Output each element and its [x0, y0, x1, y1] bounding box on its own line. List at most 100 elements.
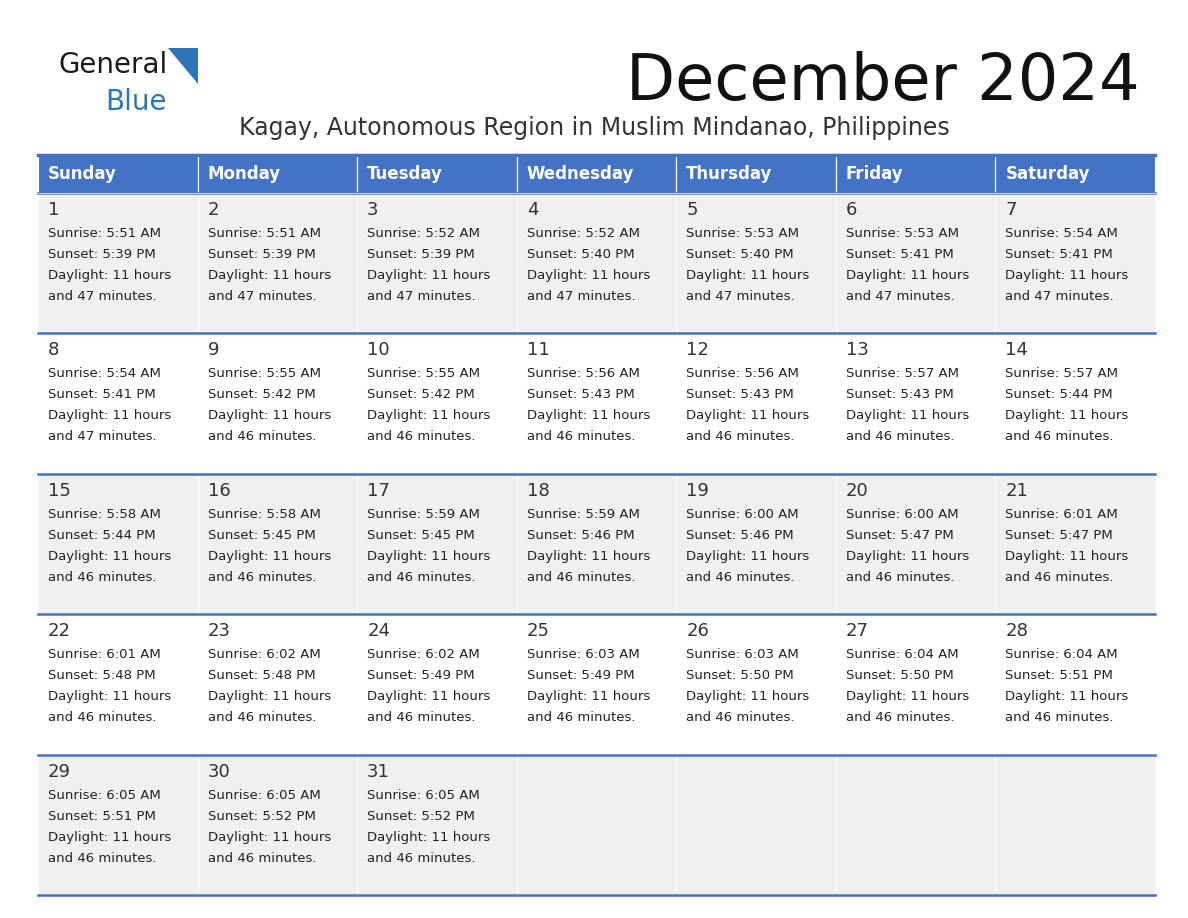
Text: 7: 7 [1005, 201, 1017, 219]
Bar [38, 474, 197, 614]
Bar [836, 755, 996, 895]
Bar [358, 755, 517, 895]
Text: and 47 minutes.: and 47 minutes. [48, 431, 157, 443]
Text: 16: 16 [208, 482, 230, 499]
Bar [996, 755, 1155, 895]
Text: 26: 26 [687, 622, 709, 640]
Text: Sunrise: 6:02 AM: Sunrise: 6:02 AM [208, 648, 321, 661]
Text: 25: 25 [526, 622, 550, 640]
Text: Sunset: 5:52 PM: Sunset: 5:52 PM [208, 810, 316, 823]
Text: 3: 3 [367, 201, 379, 219]
Bar [197, 333, 358, 474]
Text: Daylight: 11 hours: Daylight: 11 hours [208, 550, 330, 563]
Text: Sunset: 5:39 PM: Sunset: 5:39 PM [367, 248, 475, 261]
Text: 24: 24 [367, 622, 390, 640]
Text: Sunrise: 5:57 AM: Sunrise: 5:57 AM [1005, 367, 1118, 380]
Bar [358, 193, 517, 333]
Text: Sunset: 5:46 PM: Sunset: 5:46 PM [526, 529, 634, 542]
Text: and 46 minutes.: and 46 minutes. [208, 431, 316, 443]
Text: Sunrise: 5:55 AM: Sunrise: 5:55 AM [367, 367, 480, 380]
Text: Daylight: 11 hours: Daylight: 11 hours [1005, 409, 1129, 422]
Text: Sunset: 5:47 PM: Sunset: 5:47 PM [846, 529, 954, 542]
Text: and 46 minutes.: and 46 minutes. [526, 571, 636, 584]
Text: 22: 22 [48, 622, 71, 640]
Text: Daylight: 11 hours: Daylight: 11 hours [1005, 269, 1129, 282]
Bar [676, 614, 836, 755]
Text: Sunrise: 5:55 AM: Sunrise: 5:55 AM [208, 367, 321, 380]
Text: and 46 minutes.: and 46 minutes. [1005, 571, 1114, 584]
Text: Sunset: 5:52 PM: Sunset: 5:52 PM [367, 810, 475, 823]
Text: 6: 6 [846, 201, 858, 219]
Text: Sunrise: 5:59 AM: Sunrise: 5:59 AM [367, 508, 480, 521]
Bar [836, 333, 996, 474]
Text: Sunset: 5:51 PM: Sunset: 5:51 PM [48, 810, 156, 823]
Bar [517, 333, 676, 474]
Text: Daylight: 11 hours: Daylight: 11 hours [526, 690, 650, 703]
Text: Sunset: 5:41 PM: Sunset: 5:41 PM [48, 388, 156, 401]
Text: Daylight: 11 hours: Daylight: 11 hours [1005, 550, 1129, 563]
Text: and 46 minutes.: and 46 minutes. [1005, 711, 1114, 724]
Text: Daylight: 11 hours: Daylight: 11 hours [526, 409, 650, 422]
Text: Sunset: 5:43 PM: Sunset: 5:43 PM [526, 388, 634, 401]
Text: December 2024: December 2024 [626, 51, 1140, 113]
Bar [836, 474, 996, 614]
Text: Daylight: 11 hours: Daylight: 11 hours [367, 269, 491, 282]
Text: Sunrise: 5:51 AM: Sunrise: 5:51 AM [208, 227, 321, 240]
Bar [836, 193, 996, 333]
Text: 15: 15 [48, 482, 71, 499]
Text: 5: 5 [687, 201, 697, 219]
Text: Sunrise: 6:04 AM: Sunrise: 6:04 AM [846, 648, 959, 661]
Bar [38, 614, 197, 755]
Bar [358, 155, 517, 193]
Text: Friday: Friday [846, 165, 904, 183]
Bar [197, 474, 358, 614]
Text: and 46 minutes.: and 46 minutes. [687, 711, 795, 724]
Text: Sunrise: 6:04 AM: Sunrise: 6:04 AM [1005, 648, 1118, 661]
Text: Daylight: 11 hours: Daylight: 11 hours [687, 550, 809, 563]
Text: and 46 minutes.: and 46 minutes. [846, 711, 954, 724]
Text: Daylight: 11 hours: Daylight: 11 hours [846, 550, 969, 563]
Text: Saturday: Saturday [1005, 165, 1089, 183]
Text: Wednesday: Wednesday [526, 165, 634, 183]
Text: 8: 8 [48, 341, 59, 360]
Text: Daylight: 11 hours: Daylight: 11 hours [526, 550, 650, 563]
Text: Sunset: 5:50 PM: Sunset: 5:50 PM [687, 669, 794, 682]
Text: Sunrise: 5:58 AM: Sunrise: 5:58 AM [48, 508, 160, 521]
Text: Sunset: 5:45 PM: Sunset: 5:45 PM [367, 529, 475, 542]
Text: Sunrise: 5:52 AM: Sunrise: 5:52 AM [526, 227, 639, 240]
Text: Sunset: 5:51 PM: Sunset: 5:51 PM [1005, 669, 1113, 682]
Text: Sunset: 5:42 PM: Sunset: 5:42 PM [367, 388, 475, 401]
Text: Daylight: 11 hours: Daylight: 11 hours [1005, 690, 1129, 703]
Text: 27: 27 [846, 622, 868, 640]
Text: Sunrise: 5:53 AM: Sunrise: 5:53 AM [846, 227, 959, 240]
Text: Daylight: 11 hours: Daylight: 11 hours [48, 690, 171, 703]
Text: Sunday: Sunday [48, 165, 116, 183]
Text: 20: 20 [846, 482, 868, 499]
Text: Daylight: 11 hours: Daylight: 11 hours [846, 269, 969, 282]
Text: 21: 21 [1005, 482, 1029, 499]
Text: Daylight: 11 hours: Daylight: 11 hours [367, 831, 491, 844]
Text: 10: 10 [367, 341, 390, 360]
Text: and 46 minutes.: and 46 minutes. [1005, 431, 1114, 443]
Text: Daylight: 11 hours: Daylight: 11 hours [367, 409, 491, 422]
Text: Daylight: 11 hours: Daylight: 11 hours [48, 550, 171, 563]
Text: and 46 minutes.: and 46 minutes. [208, 852, 316, 865]
Text: and 46 minutes.: and 46 minutes. [48, 571, 157, 584]
Text: Daylight: 11 hours: Daylight: 11 hours [48, 831, 171, 844]
Text: Sunrise: 5:52 AM: Sunrise: 5:52 AM [367, 227, 480, 240]
Text: Sunset: 5:40 PM: Sunset: 5:40 PM [526, 248, 634, 261]
Bar [197, 755, 358, 895]
Text: and 46 minutes.: and 46 minutes. [367, 571, 475, 584]
Text: Sunset: 5:48 PM: Sunset: 5:48 PM [208, 669, 315, 682]
Text: 9: 9 [208, 341, 219, 360]
Text: Sunrise: 5:58 AM: Sunrise: 5:58 AM [208, 508, 321, 521]
Bar [676, 155, 836, 193]
Text: Sunrise: 5:54 AM: Sunrise: 5:54 AM [1005, 227, 1118, 240]
Text: 29: 29 [48, 763, 71, 780]
Text: Sunrise: 6:02 AM: Sunrise: 6:02 AM [367, 648, 480, 661]
Text: Daylight: 11 hours: Daylight: 11 hours [208, 409, 330, 422]
Text: and 47 minutes.: and 47 minutes. [1005, 290, 1114, 303]
Text: and 46 minutes.: and 46 minutes. [367, 431, 475, 443]
Bar [517, 155, 676, 193]
Text: Sunrise: 5:59 AM: Sunrise: 5:59 AM [526, 508, 639, 521]
